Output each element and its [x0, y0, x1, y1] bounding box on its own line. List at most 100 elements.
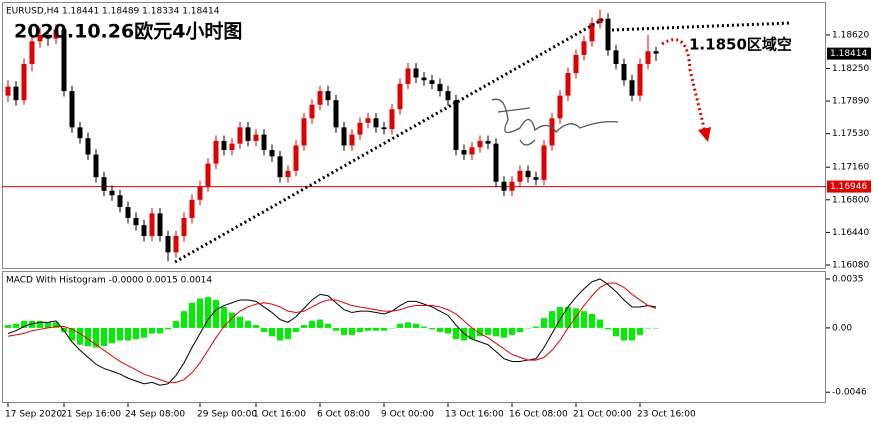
x-tick-label: 16 Oct 08:00 — [509, 410, 568, 420]
histogram-bar — [277, 327, 283, 341]
histogram-bar — [405, 322, 411, 328]
candle-body — [373, 118, 379, 128]
histogram-bar — [389, 327, 395, 329]
candle-body — [645, 51, 651, 64]
candle-body — [21, 63, 27, 101]
candle-body — [525, 170, 531, 178]
histogram-bar — [557, 306, 563, 328]
candle-body — [109, 190, 115, 196]
candle-body — [541, 145, 547, 180]
macd-panel — [2, 271, 826, 403]
histogram-bar — [469, 327, 475, 340]
candle-body — [413, 68, 419, 78]
candle-body — [325, 91, 331, 101]
histogram-bar — [53, 322, 59, 328]
histogram-bar — [101, 327, 107, 347]
candle-body — [45, 34, 51, 39]
histogram-bar — [357, 327, 363, 333]
candle-body — [589, 23, 595, 42]
x-tick-label: 6 Oct 08:00 — [317, 410, 370, 420]
price-box — [827, 180, 871, 193]
annotation: 1.1850区域空 — [689, 36, 792, 54]
histogram-bar — [165, 327, 171, 330]
candle-body — [293, 145, 299, 171]
candle-body — [341, 127, 347, 146]
candle-body — [357, 122, 363, 135]
histogram-bar — [205, 297, 211, 328]
signature — [491, 98, 619, 146]
candle-body — [549, 118, 555, 146]
symbol-header: EURUSD,H4 1.18441 1.18489 1.18334 1.1841… — [6, 7, 220, 17]
arrow-head — [698, 127, 711, 142]
candle-body — [597, 18, 603, 24]
candle-body — [181, 217, 187, 237]
candle-body — [581, 41, 587, 55]
histogram-bar — [485, 327, 491, 335]
candle-body — [461, 149, 467, 155]
candle-body — [53, 29, 59, 39]
histogram-bar — [605, 327, 611, 330]
histogram-bar — [37, 320, 43, 328]
histogram-bar — [373, 327, 379, 331]
histogram-bar — [517, 327, 523, 333]
x-tick-label: 21 Oct 00:00 — [573, 410, 632, 420]
candle-body — [277, 156, 283, 178]
candle-body — [301, 118, 307, 146]
candle-body — [189, 199, 195, 218]
candle-body — [37, 34, 43, 42]
candle-body — [197, 186, 203, 200]
histogram-bar — [317, 319, 323, 328]
histogram-bar — [493, 327, 499, 337]
histogram-bar — [349, 327, 355, 335]
candle-body — [125, 207, 131, 218]
macd-line — [7, 278, 657, 386]
candle-body — [421, 77, 427, 81]
candle-body — [381, 127, 387, 130]
histogram-bar — [597, 319, 603, 328]
histogram-bar — [173, 320, 179, 328]
histogram-bar — [109, 327, 115, 344]
candle-body — [429, 80, 435, 84]
macd-title: MACD With Histogram -0.0000 0.0015 0.001… — [6, 276, 212, 286]
histogram-bar — [245, 320, 251, 328]
main-panel — [2, 2, 826, 269]
candle-body — [605, 18, 611, 51]
x-tick-label: 21 Sep 16:00 — [61, 410, 121, 420]
candle-body — [493, 143, 499, 182]
candle-body — [533, 177, 539, 180]
histogram-bar — [149, 327, 155, 334]
histogram-bar — [533, 326, 539, 328]
histogram-bar — [365, 327, 371, 331]
histogram-bar — [181, 311, 187, 328]
marks: 1.18620 1.18250 1.17890 1.17530 1.17160 1.168… — [2, 9, 871, 420]
candle-body — [165, 236, 171, 253]
arrow-path — [661, 38, 707, 133]
histogram-bar — [133, 327, 139, 340]
chart-title: 2020.10.26欧元4小时图 — [14, 20, 242, 43]
candle-body — [629, 80, 635, 96]
candle-body — [333, 100, 339, 128]
x-tick-label: 24 Sep 08:00 — [125, 410, 185, 420]
x-tick-label: 17 Sep 2020 — [5, 410, 62, 420]
candle-body — [29, 41, 35, 64]
candle-body — [237, 127, 243, 144]
candle-body — [365, 118, 371, 123]
histogram-bar — [261, 327, 267, 333]
histogram-bar — [613, 327, 619, 337]
histogram-bar — [477, 327, 483, 337]
histogram-bar — [565, 306, 571, 328]
histogram-bar — [581, 311, 587, 328]
histogram-bar — [293, 327, 299, 333]
histogram-bar — [69, 327, 75, 341]
histogram-bar — [549, 311, 555, 328]
x-tick-label: 9 Oct 00:00 — [381, 410, 434, 420]
histogram-bar — [221, 306, 227, 328]
x-tick-label: 1 Oct 16:00 — [253, 410, 306, 420]
histogram-bar — [629, 327, 635, 341]
candle-body — [573, 54, 579, 74]
candle-body — [453, 100, 459, 150]
histogram-bar — [333, 327, 339, 331]
candle-body — [245, 127, 251, 141]
candle-body — [285, 170, 291, 178]
histogram-bar — [253, 325, 259, 328]
